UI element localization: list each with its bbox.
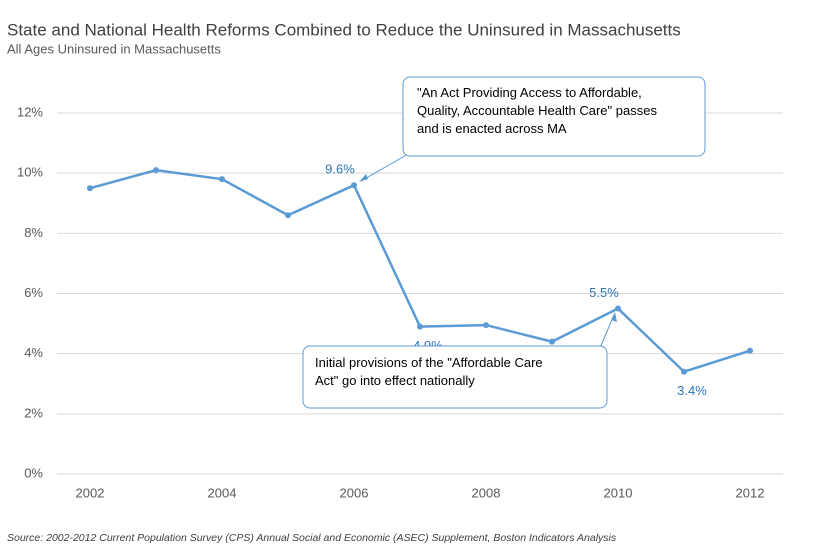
annotation-text: Initial provisions of the "Affordable Ca… — [315, 355, 543, 370]
annotation-box — [402, 76, 706, 157]
y-tick-label: 12% — [17, 104, 43, 119]
data-point — [681, 368, 687, 375]
chart-title: State and National Health Reforms Combin… — [7, 20, 681, 39]
x-tick-label: 2002 — [76, 485, 105, 500]
data-point — [285, 212, 291, 219]
annotations: "An Act Providing Access to Affordable, Q… — [302, 76, 706, 409]
data-point — [351, 182, 357, 189]
grid — [57, 112, 783, 475]
y-tick-label: 2% — [24, 405, 43, 420]
source-note: Source: 2002-2012 Current Population Sur… — [7, 532, 617, 544]
annotation-arrow — [599, 314, 615, 349]
y-tick-label: 0% — [24, 465, 43, 480]
x-tick-label: 2004 — [208, 485, 237, 500]
x-tick-label: 2008 — [472, 485, 501, 500]
y-tick-label: 4% — [24, 345, 43, 360]
data-point — [747, 347, 753, 354]
data-point — [615, 305, 621, 312]
data-point — [87, 185, 93, 192]
chart-subtitle: All Ages Uninsured in Massachusetts — [7, 41, 221, 56]
data-point — [549, 338, 555, 345]
annotation-arrow — [360, 152, 411, 182]
data-label: 9.6% — [325, 162, 355, 177]
y-tick-label: 10% — [17, 165, 43, 180]
annotation-arrowhead — [611, 312, 617, 322]
y-tick-label: 6% — [24, 285, 43, 300]
annotation-arrowhead — [359, 174, 368, 182]
data-point — [219, 176, 225, 183]
x-tick-label: 2006 — [340, 485, 369, 500]
data-label: 3.4% — [677, 383, 707, 398]
data-label: 5.5% — [589, 285, 619, 300]
annotation-text: "An Act Providing Access to Affordable, — [417, 85, 642, 100]
data-point — [417, 323, 423, 330]
annotation-text: Quality, Accountable Health Care" passes — [417, 103, 657, 118]
x-tick-label: 2010 — [604, 485, 633, 500]
annotation-box — [302, 345, 608, 409]
annotation-text: Act" go into effect nationally — [315, 373, 475, 388]
x-tick-label: 2012 — [736, 485, 765, 500]
data-point — [483, 322, 489, 329]
data-point — [153, 167, 159, 174]
y-tick-label: 8% — [24, 225, 43, 240]
annotation-text: and is enacted across MA — [417, 121, 567, 136]
